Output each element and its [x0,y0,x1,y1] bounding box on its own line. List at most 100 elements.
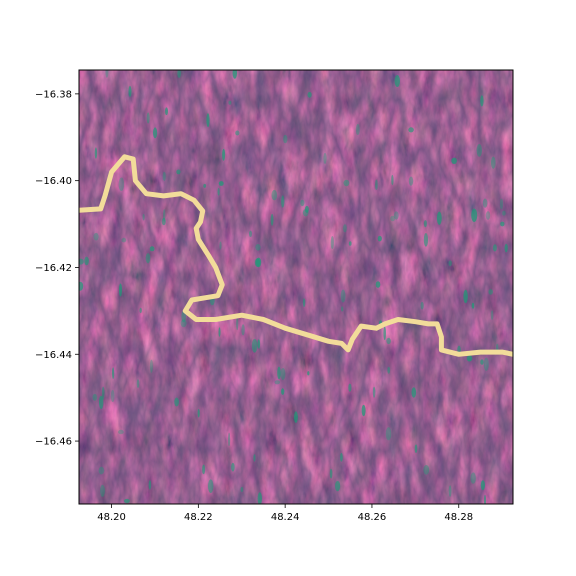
vegetation-patch [280,368,286,380]
vegetation-patch [218,181,224,186]
vegetation-patch [228,432,231,447]
vegetation-patch [79,258,84,265]
vegetation-patch [79,281,84,291]
vegetation-patch [119,283,122,297]
vegetation-patch [235,130,240,136]
vegetation-patch [93,232,99,241]
valley-shadows [79,70,513,504]
vegetation-patch [340,452,343,462]
y-tick-label: −16.46 [35,437,72,448]
vegetation-patch [98,466,105,475]
vegetation-patch [480,95,484,107]
vegetation-patch [304,205,309,213]
vegetation-patch [480,359,484,365]
vegetation-patch [228,100,232,105]
y-tick-label: −16.44 [35,350,72,361]
y-tick-label: −16.42 [35,263,72,274]
vegetation-patch [197,408,200,418]
vegetation-patch [99,395,104,409]
vegetation-patch [145,253,151,264]
vegetation-patch [202,464,206,475]
x-tick-label: 48.22 [184,512,213,523]
vegetation-patch [329,468,333,479]
vegetation-patch [281,388,285,395]
vegetation-patch [112,367,115,380]
x-tick-label: 48.28 [444,512,473,523]
vegetation-patch [375,179,378,191]
vegetation-patch [302,298,306,308]
vegetation-patch [217,188,220,196]
vegetation-patch [124,498,130,504]
vegetation-patch [383,326,387,340]
vegetation-patch [180,319,187,328]
vegetation-patch [241,324,245,336]
vegetation-patch [148,480,152,490]
vegetation-patch [343,224,347,233]
vegetation-patch [208,479,214,494]
vegetation-patch [390,215,396,222]
vegetation-patch [391,174,394,186]
vegetation-patch [343,179,350,187]
vegetation-patch [476,144,482,157]
vegetation-patch [255,244,261,251]
x-tick-label: 48.24 [271,512,300,523]
vegetation-patch [330,236,334,249]
vegetation-patch [257,492,262,504]
vegetation-patch [139,307,142,314]
river [79,154,513,357]
vegetation-patch [294,411,298,424]
vegetation-patch [335,480,341,492]
vegetation-patch [101,386,105,400]
y-tick-label: −16.40 [35,176,72,187]
vegetation-patch [420,301,424,310]
vegetation-patch [492,244,497,252]
vegetation-patch [222,148,226,161]
vegetation-patch [218,327,221,337]
vegetation-patch [271,189,278,201]
vegetation-patch [436,211,442,225]
x-tick-label: 48.20 [97,512,126,523]
vegetation-patch [118,177,125,191]
vegetation-patch [471,302,475,309]
x-axis: 48.20 48.22 48.24 48.26 48.28 [97,504,473,523]
vegetation-patch [257,339,261,349]
vegetation-patch [118,429,124,435]
vegetation-patch [387,366,391,374]
vegetation-patch [408,127,414,133]
vegetation-patch [153,127,158,139]
y-tick-label: −16.38 [35,89,72,100]
vegetation-patch [348,241,352,246]
y-axis: −16.38 −16.40 −16.42 −16.44 −16.46 [35,89,79,448]
vegetation-patch [490,310,494,320]
vegetation-patch [448,260,452,267]
vegetation-patch [485,211,491,220]
vegetation-patch [355,123,360,136]
vegetation-patch [203,183,207,188]
vegetation-patch [121,237,127,243]
vegetation-patch [162,171,166,181]
satellite-image [79,70,513,504]
x-tick-label: 48.26 [358,512,387,523]
vegetation-patch [176,169,181,175]
vegetation-patch [110,389,115,403]
vegetation-patch [500,221,505,227]
vegetation-patch [142,213,145,221]
vegetation-patch [128,85,132,97]
vegetation-patch [471,208,478,222]
vegetation-patch [348,383,352,392]
vegetation-patch [161,217,166,226]
vegetation-patch [94,147,98,159]
vegetation-patch [277,366,281,380]
vegetation-patch [149,246,155,252]
vegetation-patch [283,134,288,144]
vegetation-patch [470,472,476,484]
vegetation-patch [423,233,428,247]
vegetation-patch [84,256,89,266]
vegetation-patch [105,70,109,78]
vegetation-patch [488,289,494,295]
vegetation-patch [240,487,244,492]
vegetation-patch [361,404,366,417]
vegetation-patch [232,70,237,79]
vegetation-patch [483,494,487,504]
